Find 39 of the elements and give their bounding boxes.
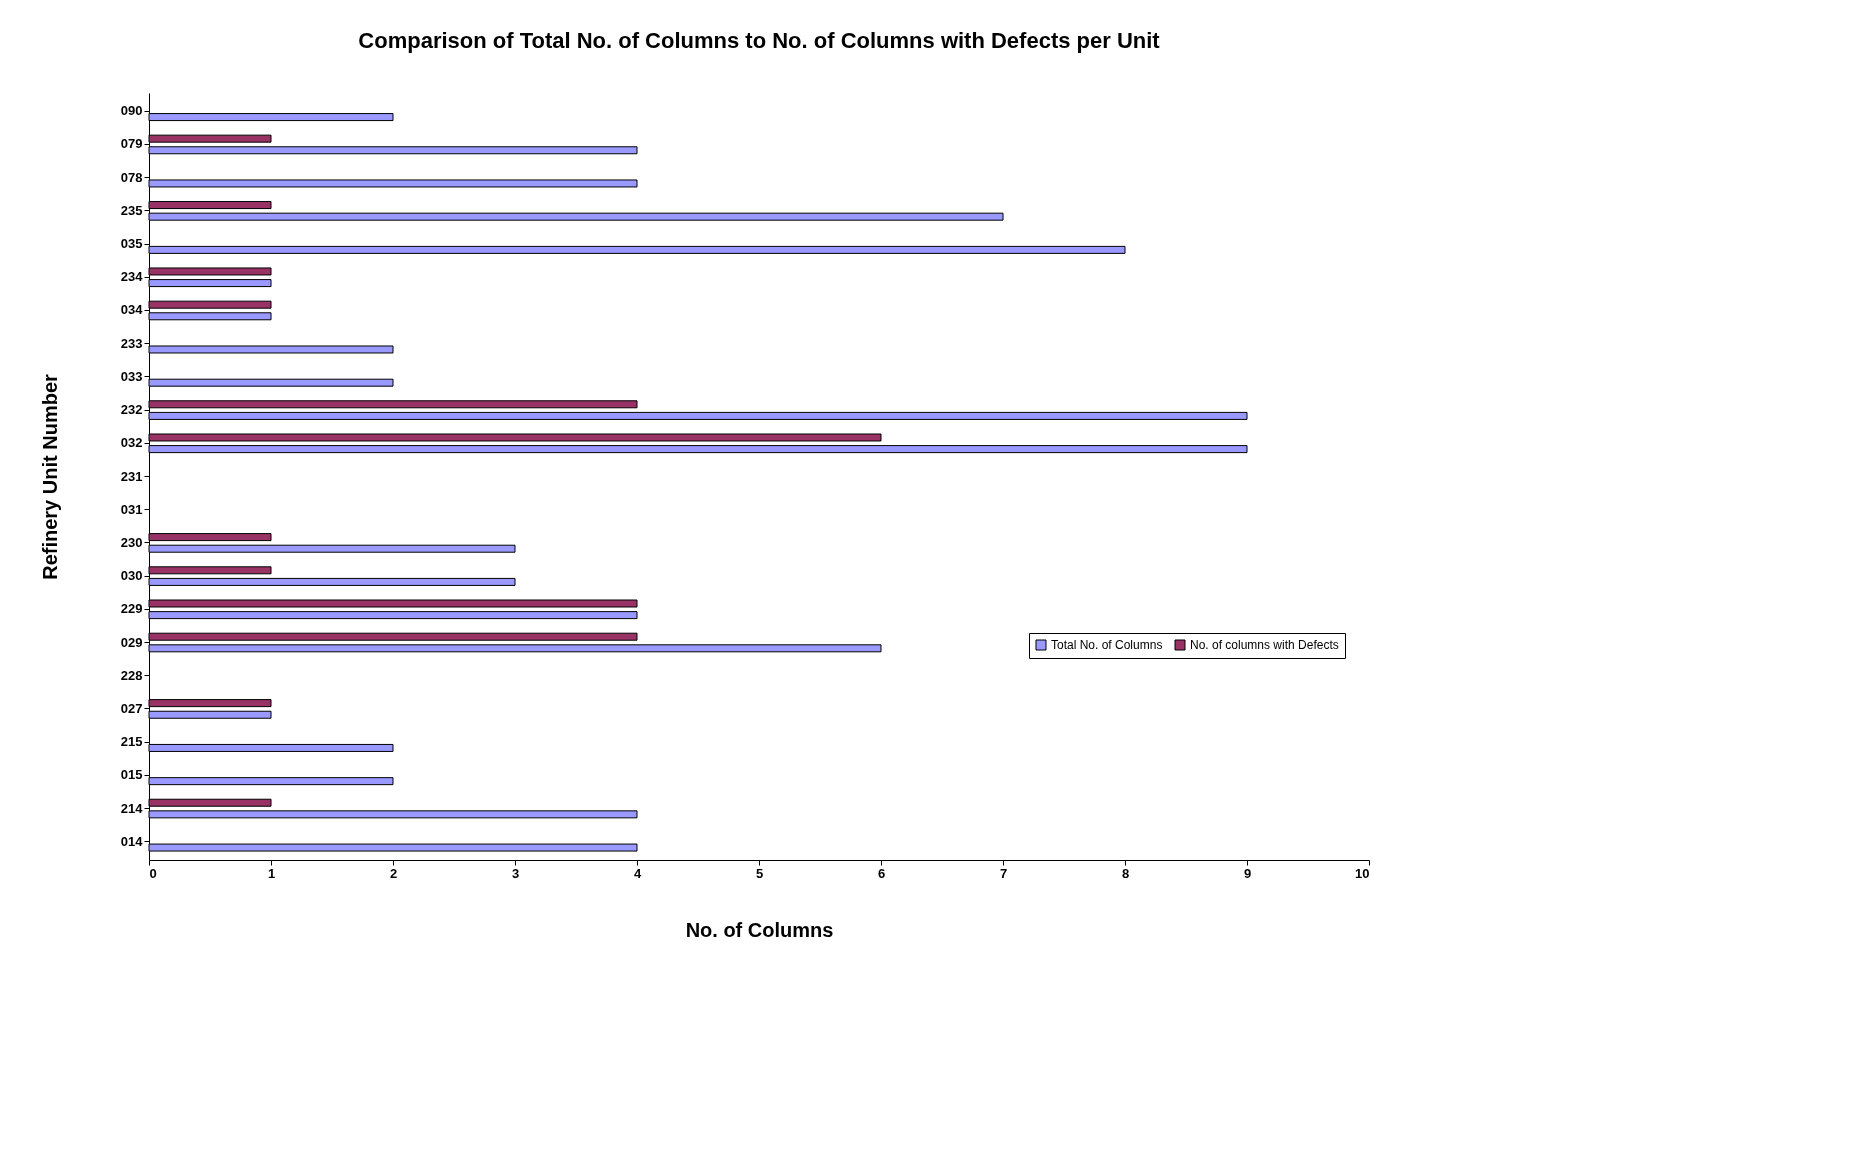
y-tick-label: 230 [120, 534, 143, 550]
x-tick-label: 2 [389, 865, 398, 881]
x-tick-label: 1 [267, 865, 276, 881]
y-tick-label: 034 [120, 302, 144, 318]
y-tick-label: 027 [120, 700, 143, 716]
y-tick-label: 215 [120, 734, 143, 750]
legend-label: Total No. of Columns [1051, 638, 1163, 652]
y-axis-title: Refinery Unit Number [38, 373, 61, 580]
y-tick-label: 033 [120, 368, 143, 384]
y-tick-label: 214 [120, 800, 144, 816]
y-tick-label: 079 [120, 136, 143, 152]
y-tick-label: 029 [120, 634, 143, 650]
y-tick-label: 232 [120, 402, 143, 418]
y-tick-label: 090 [120, 103, 143, 119]
y-tick-label: 235 [120, 202, 143, 218]
x-tick-label: 8 [1121, 865, 1130, 881]
y-tick-label: 015 [120, 767, 143, 783]
y-tick-label: 233 [120, 335, 143, 351]
y-tick-label: 078 [120, 169, 143, 185]
x-tick-label: 5 [755, 865, 764, 881]
y-tick-label: 035 [120, 236, 143, 252]
y-tick-label: 030 [120, 568, 143, 584]
x-tick-label: 7 [999, 865, 1008, 881]
y-tick-label: 014 [120, 833, 144, 849]
y-tick-label: 032 [120, 435, 143, 451]
x-axis-title: No. of Columns [685, 918, 834, 941]
y-tick-label: 229 [120, 601, 143, 617]
x-tick-label: 0 [149, 865, 157, 881]
y-tick-label: 231 [120, 468, 143, 484]
x-tick-label: 10 [1355, 865, 1370, 881]
legend-label: No. of columns with Defects [1190, 638, 1339, 652]
y-tick-label: 234 [120, 269, 144, 285]
x-tick-label: 6 [877, 865, 886, 881]
chart-title: Comparison of Total No. of Columns to No. of Columns with Defects per Unit [358, 28, 1161, 53]
x-tick-label: 9 [1243, 865, 1252, 881]
y-tick-label: 031 [120, 501, 143, 517]
x-tick-label: 3 [511, 865, 520, 881]
x-tick-label: 4 [633, 865, 642, 881]
y-tick-label: 228 [120, 667, 143, 683]
